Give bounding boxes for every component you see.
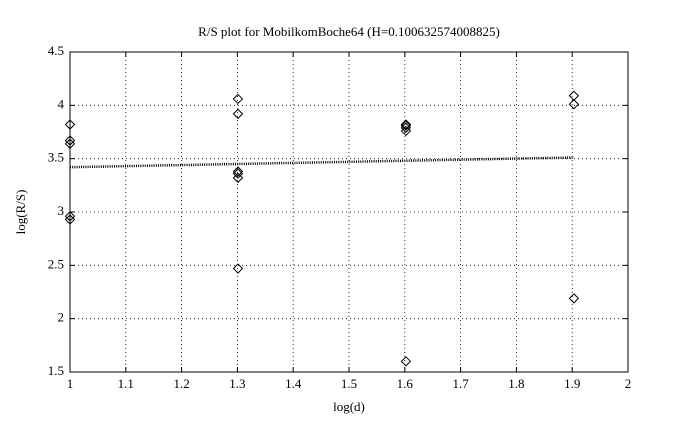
data-point bbox=[400, 119, 412, 130]
x-tick-label: 1.5 bbox=[341, 376, 357, 391]
data-point bbox=[232, 168, 244, 179]
y-tick-label: 3 bbox=[58, 203, 65, 218]
data-point bbox=[568, 293, 580, 304]
chart-title: R/S plot for MobilkomBoche64 (H=0.100632… bbox=[198, 24, 500, 39]
y-tick-label: 4 bbox=[58, 96, 65, 111]
y-tick-label: 2 bbox=[58, 310, 65, 325]
x-tick-label: 1.3 bbox=[229, 376, 245, 391]
data-point bbox=[400, 356, 412, 367]
x-tick-label: 1.4 bbox=[285, 376, 302, 391]
data-point bbox=[232, 93, 244, 105]
x-axis-label: log(d) bbox=[333, 399, 365, 414]
x-tick-label: 1.6 bbox=[397, 376, 414, 391]
data-point bbox=[232, 172, 244, 184]
data-point bbox=[232, 108, 244, 120]
data-point bbox=[232, 263, 244, 274]
data-point bbox=[64, 119, 76, 130]
data-point bbox=[64, 138, 76, 149]
data-point bbox=[568, 99, 580, 110]
data-point bbox=[568, 90, 580, 101]
x-tick-label: 1 bbox=[67, 376, 74, 391]
data-point bbox=[64, 135, 76, 146]
y-axis-label: log(R/S) bbox=[13, 190, 28, 235]
data-point bbox=[64, 211, 76, 222]
fit-line bbox=[69, 156, 574, 169]
x-tick-label: 1.7 bbox=[452, 376, 469, 391]
y-tick-label: 3.5 bbox=[48, 150, 64, 165]
x-tick-label: 1.8 bbox=[508, 376, 524, 391]
x-tick-label: 1.9 bbox=[564, 376, 580, 391]
data-point bbox=[64, 214, 76, 225]
y-tick-label: 1.5 bbox=[48, 363, 64, 378]
x-tick-label: 2 bbox=[625, 376, 632, 391]
x-tick-label: 1.1 bbox=[118, 376, 134, 391]
data-point bbox=[400, 125, 412, 137]
data-point bbox=[400, 122, 412, 133]
y-tick-label: 2.5 bbox=[48, 256, 64, 271]
data-point bbox=[400, 120, 412, 131]
x-tick-label: 1.2 bbox=[173, 376, 189, 391]
y-tick-label: 4.5 bbox=[48, 43, 64, 58]
data-point bbox=[232, 166, 244, 177]
